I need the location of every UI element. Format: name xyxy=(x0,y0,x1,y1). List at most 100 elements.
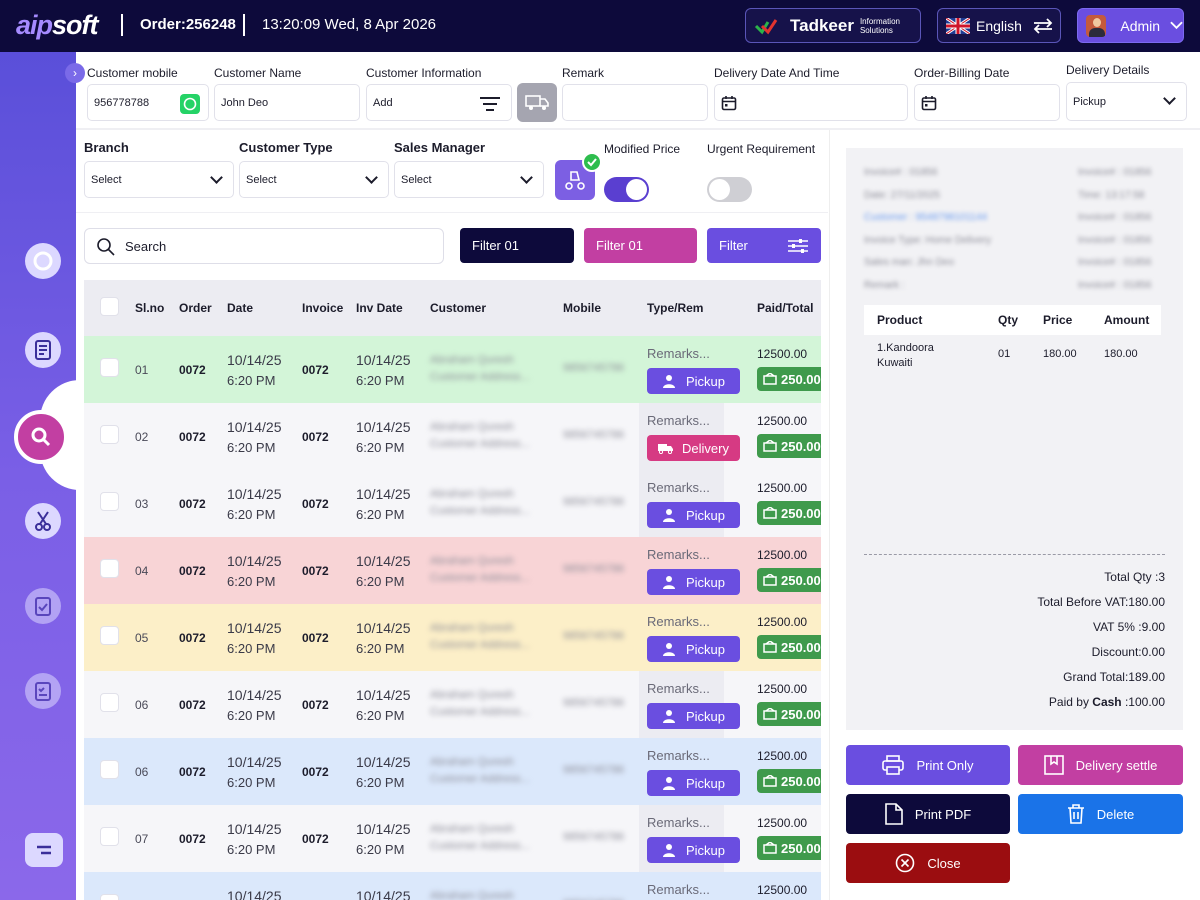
chat-icon xyxy=(37,845,51,855)
row-invoice: 0072 xyxy=(302,832,329,846)
col-mobile[interactable]: Mobile xyxy=(563,301,601,315)
table-row[interactable]: 03 0072 10/14/25 6:20 PM 0072 10/14/25 6:20 PM… xyxy=(84,470,821,537)
invoice-meta-right: Time: 13:17:58 xyxy=(1078,189,1145,201)
search-input[interactable]: Search xyxy=(84,228,444,264)
delete-button[interactable]: Delete xyxy=(1018,794,1183,834)
nav-orders[interactable] xyxy=(25,332,61,368)
person-pickup-icon xyxy=(662,710,675,723)
filter-01-magenta-button[interactable]: Filter 01 xyxy=(584,228,697,263)
type-badge[interactable]: Pickup xyxy=(647,569,740,595)
user-menu[interactable]: Admin xyxy=(1077,8,1184,43)
row-checkbox[interactable] xyxy=(100,358,119,377)
col-slno[interactable]: Sl.no xyxy=(135,301,165,315)
paid-badge[interactable]: 250.00 xyxy=(757,367,821,391)
delivery-datetime-field[interactable] xyxy=(714,84,908,121)
filter-01-button[interactable]: Filter 01 xyxy=(460,228,574,263)
language-switcher[interactable]: English xyxy=(937,8,1061,43)
company-badge[interactable]: Tadkeer Information Solutions xyxy=(745,8,921,43)
remark-input[interactable] xyxy=(562,84,708,121)
table-row[interactable]: 05 0072 10/14/25 6:20 PM 0072 10/14/25 6:20 PM… xyxy=(84,604,821,671)
orders-table: Sl.no Order Date Invoice Inv Date Custom… xyxy=(84,280,821,900)
row-checkbox[interactable] xyxy=(100,693,119,712)
row-checkbox[interactable] xyxy=(100,559,119,578)
select-all-checkbox[interactable] xyxy=(100,297,119,316)
paid-badge[interactable]: 250.00 xyxy=(757,635,821,659)
toggle-knob xyxy=(626,179,647,200)
col-date[interactable]: Date xyxy=(227,301,254,315)
customer-name-field[interactable]: John Deo xyxy=(214,84,360,121)
col-invoice[interactable]: Invoice xyxy=(302,301,344,315)
col-type[interactable]: Type/Rem xyxy=(647,301,704,315)
col-customer[interactable]: Customer xyxy=(430,301,487,315)
delivery-van-button[interactable] xyxy=(517,83,557,122)
close-button[interactable]: Close xyxy=(846,843,1010,883)
customer-type-select[interactable]: Select xyxy=(239,161,389,198)
delivery-details-select[interactable]: Pickup xyxy=(1066,82,1187,121)
type-badge[interactable]: Pickup xyxy=(647,837,740,863)
table-row[interactable]: 07 0072 10/14/25 6:20 PM 0072 10/14/25 6:20 PM… xyxy=(84,805,821,872)
nav-tasks[interactable] xyxy=(25,588,61,624)
print-only-button[interactable]: Print Only xyxy=(846,745,1010,785)
nav-search[interactable] xyxy=(14,410,68,464)
chevron-down-icon xyxy=(210,171,223,184)
top-bar: aipsoft Order:256248 13:20:09 Wed, 8 Apr… xyxy=(0,0,1200,52)
paid-badge[interactable]: 250.00 xyxy=(757,501,821,525)
table-row[interactable]: 02 0072 10/14/25 6:20 PM 0072 10/14/25 6:20 PM… xyxy=(84,403,821,470)
invoice-items-header: Product Qty Price Amount xyxy=(864,305,1161,335)
table-row[interactable]: 06 0072 10/14/25 6:20 PM 0072 10/14/25 6:20 PM… xyxy=(84,671,821,738)
row-remarks: Remarks... xyxy=(647,748,710,763)
filter-button[interactable]: Filter xyxy=(707,228,821,263)
type-badge[interactable]: Pickup xyxy=(647,502,740,528)
branch-select[interactable]: Select xyxy=(84,161,234,198)
customer-info-field[interactable]: Add xyxy=(366,84,512,121)
delivery-datetime-label: Delivery Date And Time xyxy=(714,66,840,80)
nav-tailoring[interactable] xyxy=(25,503,61,539)
type-badge[interactable]: Delivery xyxy=(647,435,740,461)
billing-date-field[interactable] xyxy=(914,84,1060,121)
row-checkbox[interactable] xyxy=(100,827,119,846)
row-checkbox[interactable] xyxy=(100,894,119,900)
table-row[interactable]: 01 0072 10/14/25 6:20 PM 0072 10/14/25 6:20 PM… xyxy=(84,336,821,403)
table-row[interactable]: 04 0072 10/14/25 6:20 PM 0072 10/14/25 6:20 PM… xyxy=(84,537,821,604)
invoice-meta-right: Invoice# : 01856 xyxy=(1078,167,1152,178)
col-order[interactable]: Order xyxy=(179,301,212,315)
invoice-meta-line: Invoice# : 01856 xyxy=(864,167,938,178)
sales-manager-select[interactable]: Select xyxy=(394,161,544,198)
row-checkbox[interactable] xyxy=(100,626,119,645)
customer-mobile-field[interactable]: 956778788 xyxy=(87,84,209,121)
type-badge[interactable]: Pickup xyxy=(647,703,740,729)
row-total: 12500.00 xyxy=(757,682,808,696)
paid-badge[interactable]: 250.00 xyxy=(757,568,821,592)
table-row[interactable]: 06 0072 10/14/25 6:20 PM 0072 10/14/25 6:20 PM… xyxy=(84,738,821,805)
grand-total: Grand Total:189.00 xyxy=(1063,670,1165,684)
company-sub: Information Solutions xyxy=(859,16,900,35)
paid-badge[interactable]: 250.00 xyxy=(757,702,821,726)
nav-refresh[interactable] xyxy=(25,243,61,279)
whatsapp-icon[interactable] xyxy=(180,94,200,114)
print-pdf-button[interactable]: Print PDF xyxy=(846,794,1010,834)
modified-price-toggle[interactable] xyxy=(604,177,649,202)
row-slno: 06 xyxy=(135,765,149,779)
col-invdate[interactable]: Inv Date xyxy=(356,301,403,315)
paid-by: Paid by Cash :100.00 xyxy=(1048,695,1165,709)
type-badge[interactable]: Pickup xyxy=(647,770,740,796)
expand-sidebar-button[interactable]: › xyxy=(65,63,85,83)
row-checkbox[interactable] xyxy=(100,492,119,511)
row-checkbox[interactable] xyxy=(100,760,119,779)
chat-button[interactable] xyxy=(25,833,63,867)
nav-reports[interactable] xyxy=(25,673,61,709)
delivery-settle-button[interactable]: Delivery settle xyxy=(1018,745,1183,785)
col-paid[interactable]: Paid/Total xyxy=(757,301,814,315)
paid-badge[interactable]: 250.00 xyxy=(757,769,821,793)
urgent-requirement-toggle[interactable] xyxy=(707,177,752,202)
paid-badge[interactable]: 250.00 xyxy=(757,434,821,458)
type-badge[interactable]: Pickup xyxy=(647,636,740,662)
type-badge[interactable]: Pickup xyxy=(647,368,740,394)
language-label: English xyxy=(976,17,1022,34)
row-checkbox[interactable] xyxy=(100,425,119,444)
paid-badge[interactable]: 250.00 xyxy=(757,836,821,860)
